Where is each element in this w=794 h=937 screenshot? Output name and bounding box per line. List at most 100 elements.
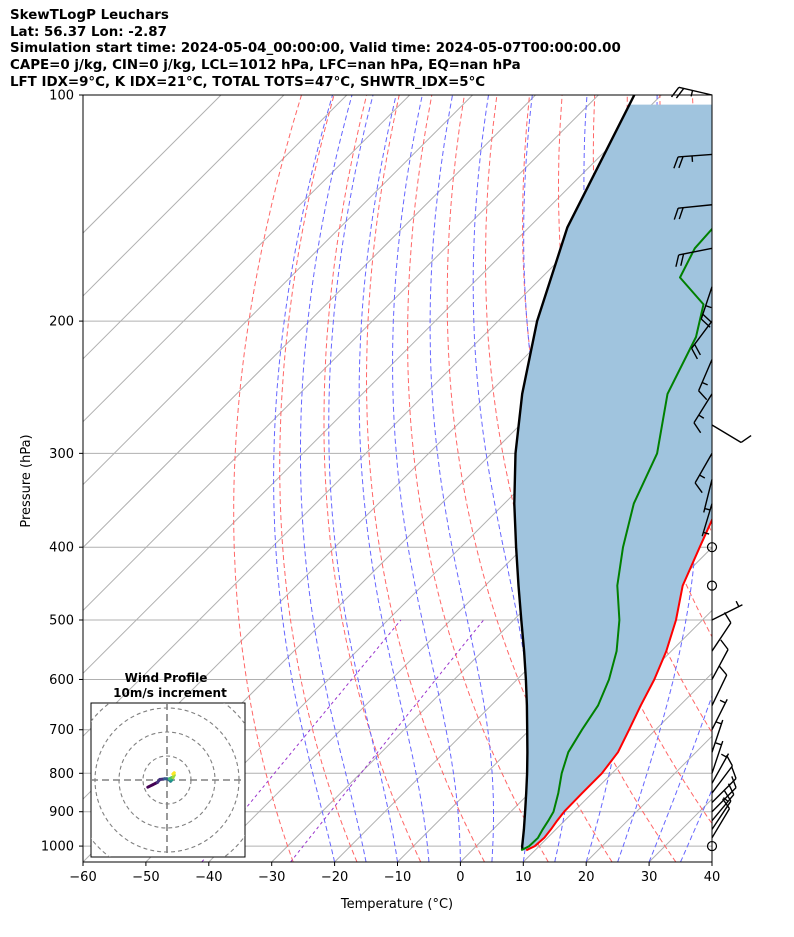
x-tick-label: −40 <box>195 870 222 885</box>
wind-barb-flag <box>700 318 711 328</box>
wind-barb <box>675 247 713 267</box>
wind-barb-staff <box>711 787 737 813</box>
moist-adiabat-line <box>744 95 794 862</box>
x-tick-label: 0 <box>456 870 464 885</box>
wind-barb <box>694 453 713 494</box>
y-tick-label: 800 <box>49 767 74 782</box>
wind-barb-staff <box>711 604 743 621</box>
dry-adiabat-line <box>233 95 302 862</box>
moist-adiabat-line <box>711 860 712 862</box>
isotherm-line <box>711 861 712 862</box>
wind-barb-staff <box>711 649 729 680</box>
y-tick-label: 300 <box>49 447 74 462</box>
y-tick-label: 100 <box>49 89 74 104</box>
x-axis-label: Temperature (°C) <box>340 897 453 912</box>
wind-barb-flag <box>723 612 732 624</box>
wind-barb <box>711 776 737 813</box>
wind-barb-half-flag <box>715 742 722 746</box>
wind-barb-half-flag <box>703 531 710 535</box>
dry-adiabat-line <box>758 95 794 862</box>
wind-barb <box>700 286 713 328</box>
moist-adiabat-line <box>328 95 398 862</box>
wind-barb-flag <box>675 88 685 99</box>
wind-barb <box>701 503 713 537</box>
x-tick-label: 40 <box>704 870 721 885</box>
wind-barb-half-flag <box>698 414 705 419</box>
y-tick-label: 400 <box>49 541 74 556</box>
wind-barb-half-flag <box>715 721 722 725</box>
wind-barb <box>711 719 724 753</box>
wind-barb-staff <box>711 777 737 804</box>
isotherm-line <box>83 95 599 612</box>
wind-barb <box>711 665 728 706</box>
isotherm-line <box>83 95 348 360</box>
wind-barb-flag <box>673 156 679 169</box>
moist-adiabat-line <box>358 95 430 862</box>
wind-barb <box>711 753 730 784</box>
dry-adiabat-line <box>725 95 794 862</box>
wind-barb-flag <box>673 207 679 220</box>
wind-barb-staff <box>711 808 731 839</box>
wind-barb-flag <box>731 766 737 779</box>
moist-adiabat-line <box>680 788 712 862</box>
wind-barb-staff <box>700 286 713 320</box>
wind-barb-flag <box>718 665 728 676</box>
plot-area <box>83 95 794 862</box>
wind-barb <box>711 754 734 794</box>
isotherm-line <box>83 95 411 423</box>
x-tick-label: 10 <box>515 870 532 885</box>
isotherm-line <box>397 546 712 862</box>
wind-barb-half-flag <box>720 753 727 758</box>
wind-barb-half-flag <box>722 797 729 802</box>
wind-barb-staff <box>711 622 732 652</box>
hodograph-inset: Wind Profile 10m/s increment <box>90 671 246 858</box>
wind-barbs <box>670 86 752 852</box>
wind-barb-flag <box>720 639 729 650</box>
chart-title: SkewTLogP Leuchars <box>10 8 169 23</box>
hodograph-segment <box>171 771 176 776</box>
y-tick-label: 700 <box>49 723 74 738</box>
wind-barb-staff <box>678 204 713 209</box>
wind-barb <box>711 612 732 652</box>
moist-adiabat-line <box>648 694 712 862</box>
wind-barb-flag <box>678 156 684 169</box>
y-axis-label: Pressure (hPa) <box>19 434 34 527</box>
wind-barb-staff <box>711 719 724 753</box>
wind-barb-staff <box>711 424 742 444</box>
wind-barb-staff <box>711 765 733 794</box>
wind-barb-staff <box>711 740 724 774</box>
wind-barb <box>673 204 713 220</box>
inset-title: Wind Profile <box>125 671 208 685</box>
isotherm-line <box>83 95 473 486</box>
wind-barb-staff <box>694 453 713 484</box>
wind-barb-flag <box>694 482 703 494</box>
wind-barb-flag <box>680 253 685 266</box>
isotherm-line <box>522 672 712 862</box>
cape-cin-fill <box>514 104 712 851</box>
wind-barb-half-flag <box>699 474 706 479</box>
temperature-line <box>525 517 712 852</box>
isotherm-line <box>334 483 712 862</box>
mixing-ratio-line <box>290 619 484 862</box>
wind-barb <box>711 639 729 680</box>
wind-barb-half-flag <box>701 381 708 386</box>
x-tick-label: −30 <box>258 870 285 885</box>
wind-barb <box>703 479 713 513</box>
wind-barb-staff <box>678 86 713 96</box>
indices-line-1: CAPE=0 j/kg, CIN=0 j/kg, LCL=1012 hPa, L… <box>10 58 521 74</box>
wind-barb-half-flag <box>704 507 711 511</box>
wind-barb-staff <box>711 674 728 706</box>
dry-adiabat-line <box>323 95 422 862</box>
wind-barb <box>711 740 724 774</box>
wind-barb-staff <box>678 153 713 158</box>
wind-barb <box>711 600 743 621</box>
wind-barb <box>711 766 737 804</box>
moist-adiabat-line <box>300 95 367 862</box>
indices-line-2: LFT IDX=9°C, K IDX=21°C, TOTAL TOTS=47°C… <box>10 74 486 90</box>
dry-adiabat-line <box>365 95 485 862</box>
dry-adiabat-line <box>790 95 794 862</box>
x-tick-label: 30 <box>641 870 658 885</box>
wind-barb <box>697 359 713 401</box>
dry-adiabat-line <box>407 95 549 862</box>
